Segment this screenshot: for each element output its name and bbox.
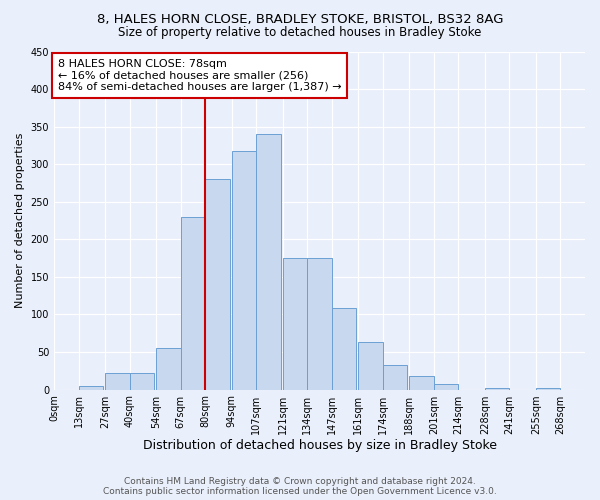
Bar: [409, 376, 434, 390]
Bar: [485, 388, 509, 390]
Bar: [156, 348, 181, 390]
Bar: [181, 217, 205, 390]
Bar: [232, 150, 256, 390]
Bar: [307, 258, 332, 390]
Bar: [79, 386, 103, 390]
Bar: [536, 388, 560, 390]
Y-axis label: Number of detached properties: Number of detached properties: [15, 133, 25, 308]
Text: 8, HALES HORN CLOSE, BRADLEY STOKE, BRISTOL, BS32 8AG: 8, HALES HORN CLOSE, BRADLEY STOKE, BRIS…: [97, 12, 503, 26]
Text: 8 HALES HORN CLOSE: 78sqm
← 16% of detached houses are smaller (256)
84% of semi: 8 HALES HORN CLOSE: 78sqm ← 16% of detac…: [58, 59, 341, 92]
Bar: [256, 134, 281, 390]
Bar: [283, 258, 307, 390]
Text: Contains HM Land Registry data © Crown copyright and database right 2024.
Contai: Contains HM Land Registry data © Crown c…: [103, 476, 497, 496]
Bar: [383, 365, 407, 390]
Bar: [205, 179, 230, 390]
Bar: [332, 308, 356, 390]
Text: Size of property relative to detached houses in Bradley Stoke: Size of property relative to detached ho…: [118, 26, 482, 39]
Bar: [105, 373, 130, 390]
X-axis label: Distribution of detached houses by size in Bradley Stoke: Distribution of detached houses by size …: [143, 440, 497, 452]
Bar: [434, 384, 458, 390]
Bar: [130, 373, 154, 390]
Bar: [358, 342, 383, 390]
